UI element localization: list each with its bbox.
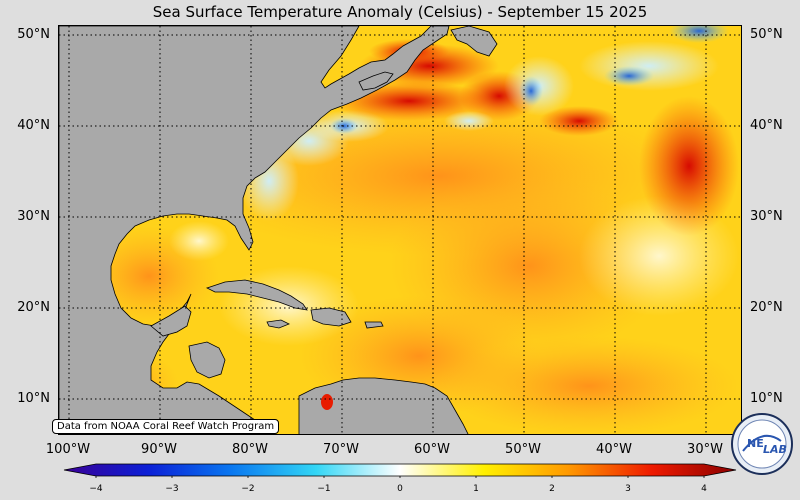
colorbar <box>63 463 737 478</box>
map-canvas <box>59 26 741 434</box>
map-title: Sea Surface Temperature Anomaly (Celsius… <box>152 3 648 21</box>
lon-label-100w: 100°W <box>45 442 91 457</box>
colorbar-tick-1: 1 <box>473 484 479 494</box>
lat-label-40n-left: 40°N <box>17 118 50 133</box>
logo-text-right: LAB <box>763 443 787 456</box>
lon-label-90w: 90°W <box>141 442 177 457</box>
south-america <box>298 377 469 434</box>
nova-scotia <box>358 71 394 91</box>
colorbar-tick-neg4: −4 <box>89 484 103 494</box>
lat-label-50n-right: 50°N <box>750 27 783 42</box>
land-masses <box>59 26 498 434</box>
lat-label-50n-left: 50°N <box>17 27 50 42</box>
lat-label-20n-right: 20°N <box>750 300 783 315</box>
colorbar-tick-0: 0 <box>397 484 403 494</box>
lat-label-40n-right: 40°N <box>750 118 783 133</box>
colorbar-tick-3: 3 <box>625 484 631 494</box>
lat-label-10n-left: 10°N <box>17 391 50 406</box>
north-america <box>59 26 450 434</box>
yucatan <box>150 305 192 337</box>
lon-label-70w: 70°W <box>323 442 359 457</box>
colorbar-tick-neg2: −2 <box>241 484 255 494</box>
sst-anomaly-map <box>58 25 742 435</box>
lat-label-10n-right: 10°N <box>750 391 783 406</box>
colorbar-tick-4: 4 <box>701 484 707 494</box>
hispaniola <box>310 307 352 327</box>
lon-label-60w: 60°W <box>414 442 450 457</box>
lon-label-30w: 30°W <box>687 442 723 457</box>
jamaica <box>266 319 290 329</box>
lat-label-30n-left: 30°N <box>17 209 50 224</box>
graticule <box>59 26 741 434</box>
colorbar-gradient <box>63 463 737 477</box>
colorbar-tick-marks <box>95 476 705 478</box>
colorbar-tick-neg1: −1 <box>317 484 331 494</box>
lat-label-30n-right: 30°N <box>750 209 783 224</box>
lon-label-80w: 80°W <box>232 442 268 457</box>
puerto-rico <box>364 321 384 329</box>
colorbar-tick-neg3: −3 <box>165 484 179 494</box>
colorbar-tick-2: 2 <box>549 484 555 494</box>
data-credit: Data from NOAA Coral Reef Watch Program <box>52 419 280 434</box>
newfoundland <box>450 26 498 57</box>
central-america <box>188 341 226 379</box>
lon-label-50w: 50°W <box>505 442 541 457</box>
lon-label-40w: 40°W <box>596 442 632 457</box>
nexlab-logo: NE LAB <box>731 413 793 475</box>
lat-label-20n-left: 20°N <box>17 300 50 315</box>
logo-text-left: NE <box>747 437 764 450</box>
hotspot-panama <box>321 394 333 410</box>
cuba <box>205 279 308 311</box>
